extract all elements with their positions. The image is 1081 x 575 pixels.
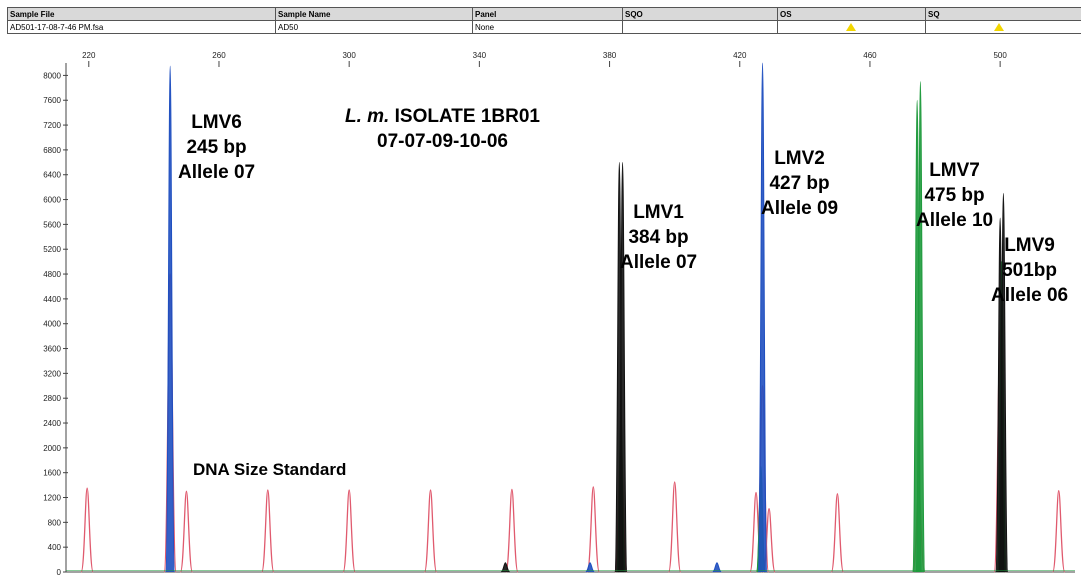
black-peak [500,562,511,573]
locus-label: LMV9 [1004,235,1055,256]
sample-info-header-row: Sample File Sample Name Panel SQO OS SQ [7,7,1081,21]
green-peak [915,81,926,573]
red-peak [342,489,356,573]
black-peak [998,192,1009,573]
x-tick-label: 420 [733,51,747,60]
annotation-lmv6: LMV6 245 bp Allele 07 [178,110,255,185]
sample-file-value: AD501-17-08-7-46 PM.fsa [7,20,276,34]
column-header-sample-file: Sample File [7,7,276,21]
blue-peak [757,62,768,573]
blue-peak [165,65,176,573]
sample-info-table: Sample File Sample Name Panel SQO OS SQ … [7,7,1081,34]
red-peak [80,487,94,573]
isolate-label: ISOLATE 1BR01 [394,106,540,127]
y-tick-label: 2800 [43,394,61,403]
y-tick-label: 5600 [43,220,61,229]
y-tick-label: 4800 [43,270,61,279]
blue-peak [712,562,722,573]
y-tick-label: 7200 [43,121,61,130]
size-label: 501bp [1002,260,1058,281]
species-label: L. m. [345,106,390,127]
annotation-lmv9: LMV9 501bp Allele 06 [991,233,1068,308]
y-tick-label: 6000 [43,196,61,205]
red-peak [423,489,438,573]
annotation-lmv7: LMV7 475 bp Allele 10 [916,158,993,233]
column-header-sample-name: Sample Name [275,7,473,21]
x-tick-label: 300 [342,51,356,60]
y-tick-label: 4400 [43,295,61,304]
x-tick-label: 500 [993,51,1007,60]
locus-label: LMV6 [191,112,242,133]
isolate-title-line: L. m. ISOLATE 1BR01 [345,104,540,129]
sq-warning-icon [994,23,1004,32]
red-peak [261,489,275,573]
red-peak [668,481,682,573]
size-label: 427 bp [769,173,830,194]
blue-peak [585,562,595,573]
y-tick-label: 1600 [43,469,61,478]
y-tick-label: 4000 [43,320,61,329]
allele-label: Allele 07 [620,252,698,273]
allele-label: Allele 09 [761,198,839,219]
annotation-lmv2: LMV2 427 bp Allele 09 [761,146,838,221]
y-tick-label: 8000 [43,71,61,80]
allele-label: Allele 07 [178,162,256,183]
red-peak [830,493,845,573]
y-tick-label: 0 [57,568,62,575]
x-tick-label: 220 [82,51,96,60]
size-label: 475 bp [924,185,985,206]
size-standard-label: DNA Size Standard [193,460,347,479]
red-peak [179,490,194,573]
panel-value: None [472,20,623,34]
isolate-title: L. m. ISOLATE 1BR01 07-07-09-10-06 [345,104,540,154]
y-tick-label: 6400 [43,171,61,180]
y-tick-label: 1200 [43,494,61,503]
y-tick-label: 3200 [43,369,61,378]
column-header-panel: Panel [472,7,623,21]
annotation-lmv1: LMV1 384 bp Allele 07 [620,200,697,275]
sample-info-value-row: AD501-17-08-7-46 PM.fsa AD50 None [7,20,1081,34]
y-tick-label: 2400 [43,419,61,428]
locus-label: LMV2 [774,148,825,169]
y-tick-label: 2000 [43,444,61,453]
red-peak [1052,490,1066,573]
x-tick-label: 340 [473,51,487,60]
y-tick-label: 7600 [43,96,61,105]
black-peak [617,161,628,573]
electropherogram-chart: 220 260 300 340 380 420 460 500 0 400 800 1200 1600 2… [43,51,1075,575]
red-peak [586,486,600,573]
allele-profile-label: 07-07-09-10-06 [377,131,508,152]
column-header-sq: SQ [925,7,1081,21]
x-tick-label: 460 [863,51,877,60]
y-tick-label: 5200 [43,245,61,254]
y-tick-label: 400 [48,543,62,552]
os-warning-icon [846,23,856,32]
locus-label: LMV1 [633,202,684,223]
red-peak [505,488,519,573]
sqo-value [622,20,778,34]
os-value [777,20,926,34]
size-label: 245 bp [186,137,247,158]
x-tick-label: 380 [603,51,617,60]
y-tick-label: 3600 [43,345,61,354]
column-header-sqo: SQO [622,7,778,21]
size-label: 384 bp [628,227,689,248]
column-header-os: OS [777,7,926,21]
y-tick-label: 6800 [43,146,61,155]
allele-label: Allele 10 [916,210,994,231]
sq-value [925,20,1081,34]
locus-label: LMV7 [929,160,980,181]
y-tick-label: 800 [48,518,62,527]
sample-name-value: AD50 [275,20,473,34]
allele-label: Allele 06 [991,285,1069,306]
x-tick-label: 260 [212,51,226,60]
